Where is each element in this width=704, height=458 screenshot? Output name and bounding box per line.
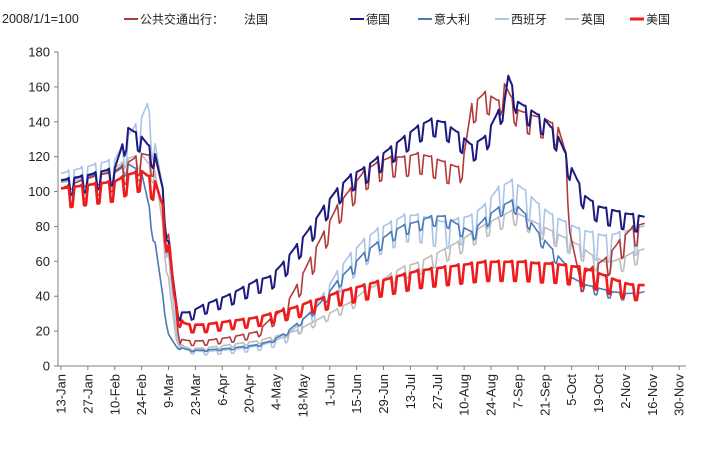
axes: 0 20 40 60 80 100 120 140 160 180 bbox=[28, 45, 686, 374]
x-tick-label: 24-Aug bbox=[484, 374, 499, 416]
unit-label: 2008/1/1=100 bbox=[2, 12, 79, 26]
y-tick-label: 140 bbox=[28, 114, 50, 129]
x-tick-label: 23-Mar bbox=[188, 373, 203, 415]
x-tick-label: 5-Oct bbox=[564, 374, 579, 406]
y-tick-label: 20 bbox=[36, 324, 50, 339]
x-tick-label: 18-May bbox=[295, 374, 310, 418]
y-tick-label: 80 bbox=[36, 219, 50, 234]
x-tick-label: 27-Jan bbox=[80, 374, 95, 414]
x-tick-label: 2-Nov bbox=[618, 374, 633, 409]
legend-label-3: 西班牙 bbox=[511, 13, 547, 27]
x-tick-label: 21-Sep bbox=[537, 374, 552, 416]
y-tick-label: 40 bbox=[36, 289, 50, 304]
x-tick-label: 15-Jun bbox=[349, 374, 364, 414]
legend-label-5: 美国 bbox=[646, 13, 670, 27]
x-tick-label: 20-Apr bbox=[242, 373, 257, 413]
x-tick-label: 1-Jun bbox=[322, 374, 337, 407]
series-line-2 bbox=[60, 163, 645, 353]
x-tick-label: 29-Jun bbox=[376, 374, 391, 414]
x-tick-label: 16-Nov bbox=[645, 374, 660, 416]
y-tick-label: 160 bbox=[28, 79, 50, 94]
x-tick-label: 13-Jul bbox=[403, 374, 418, 410]
x-tick-label: 24-Feb bbox=[134, 374, 149, 415]
x-tick-label: 30-Nov bbox=[672, 374, 687, 416]
series-layer bbox=[60, 74, 645, 356]
y-tick-label: 100 bbox=[28, 184, 50, 199]
legend-prefix: 公共交通出行： bbox=[140, 12, 224, 27]
legend: 公共交通出行： 法国 德国 意大利 西班牙 英国 美国 bbox=[124, 12, 670, 27]
legend-label-2: 意大利 bbox=[434, 12, 470, 27]
x-tick-label: 4-May bbox=[269, 374, 284, 411]
series-line-1 bbox=[60, 74, 645, 322]
x-tick-label: 10-Feb bbox=[107, 374, 122, 415]
legend-label-1: 德国 bbox=[366, 12, 390, 27]
series-line-3 bbox=[60, 102, 645, 356]
x-tick-label: 6-Apr bbox=[215, 373, 230, 405]
x-tick-label: 7-Sep bbox=[510, 374, 525, 409]
y-tick-label: 0 bbox=[43, 359, 50, 374]
x-axis-ticks: 13-Jan 27-Jan 10-Feb 24-Feb 9-Mar 23-Mar 6-Apr… bbox=[54, 366, 687, 417]
x-tick-label: 27-Jul bbox=[430, 374, 445, 410]
x-tick-label: 13-Jan bbox=[54, 374, 69, 414]
series-line-5 bbox=[60, 169, 645, 334]
x-tick-label: 19-Oct bbox=[591, 374, 606, 413]
y-tick-label: 180 bbox=[28, 45, 50, 60]
legend-label-4: 英国 bbox=[581, 13, 605, 27]
y-tick-label: 60 bbox=[36, 254, 50, 269]
legend-label-0: 法国 bbox=[244, 13, 268, 27]
x-tick-label: 9-Mar bbox=[161, 373, 176, 408]
x-tick-label: 10-Aug bbox=[457, 374, 472, 416]
y-tick-label: 120 bbox=[28, 149, 50, 164]
